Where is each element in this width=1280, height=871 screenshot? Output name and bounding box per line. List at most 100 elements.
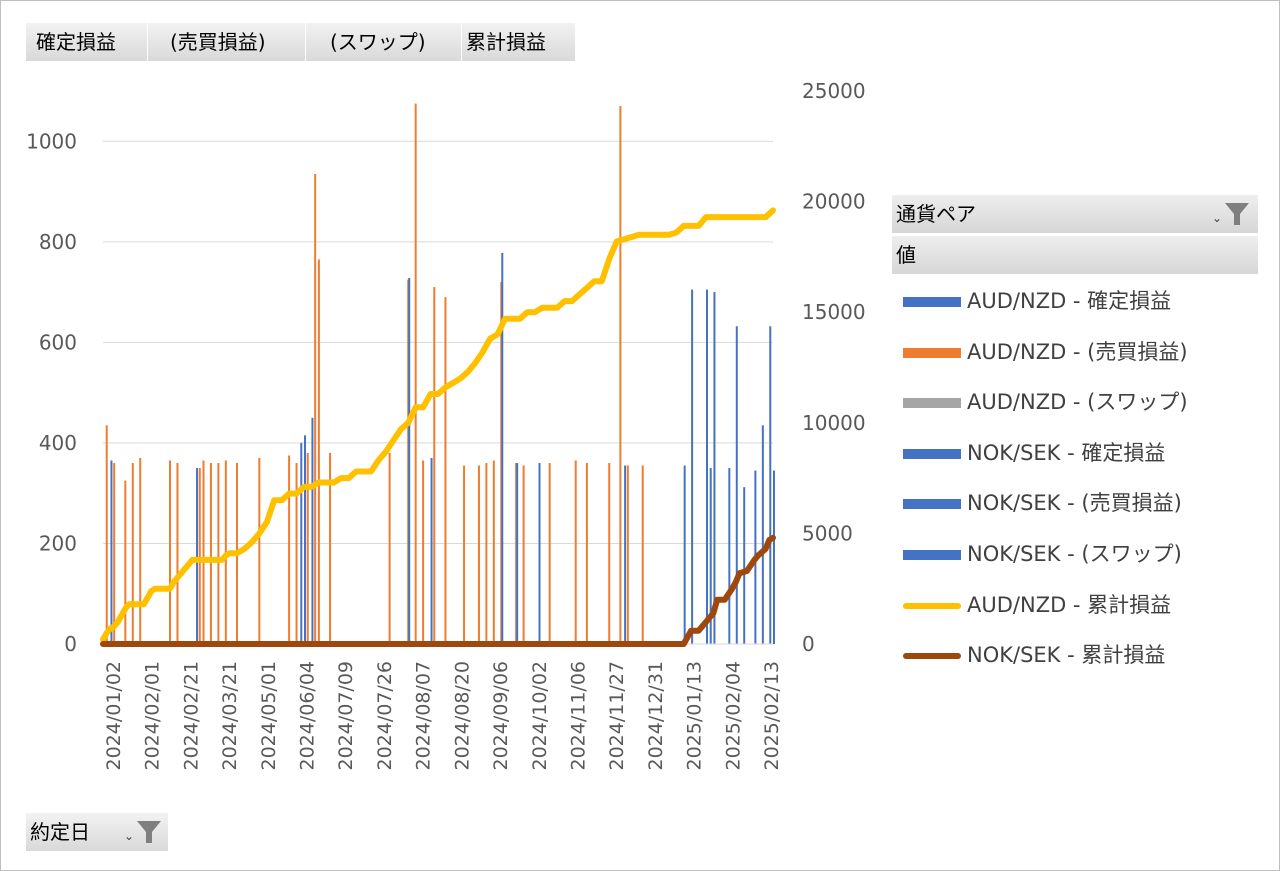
bar-aud-nzd [217, 463, 220, 644]
bar-nok-sek [706, 289, 708, 644]
legend-item-label: AUD/NZD - (売買損益) [967, 339, 1188, 364]
y-left-tick-label: 1000 [26, 129, 77, 153]
bar-aud-nzd [626, 465, 629, 644]
bar-aud-nzd [485, 463, 488, 644]
legend-item-label: AUD/NZD - 確定損益 [967, 289, 1172, 313]
legend-values-label: 値 [896, 243, 916, 267]
y-left-tick-label: 400 [39, 431, 77, 455]
legend-bar-swatch [903, 550, 961, 560]
legend-item-label: AUD/NZD - 累計損益 [967, 592, 1172, 617]
dropdown-arrow-icon: ⌄ [1212, 211, 1223, 225]
bar-aud-nzd [608, 463, 611, 644]
bar-aud-nzd [314, 173, 317, 644]
y-right-tick-label: 25000 [802, 79, 866, 103]
bar-aud-nzd [202, 460, 205, 644]
field-button-swap[interactable]: (スワップ) [306, 23, 462, 61]
bar-nok-sek [743, 487, 746, 644]
x-tick-label: 2024/11/06 [567, 661, 589, 771]
bar-nok-sek [196, 468, 199, 644]
combo-chart: 0200400600800100005000100001500020000250… [26, 79, 866, 771]
x-tick-label: 2024/01/02 [103, 661, 125, 771]
bar-nok-sek [304, 435, 306, 644]
bar-aud-nzd [139, 457, 142, 644]
bar-aud-nzd [422, 460, 425, 644]
filter-funnel-icon[interactable] [136, 819, 162, 845]
bar-aud-nzd [492, 460, 495, 644]
y-right-tick-label: 15000 [802, 300, 866, 324]
y-left-tick-label: 0 [64, 632, 77, 656]
bar-aud-nzd [317, 259, 320, 644]
legend-values-header: 値 [892, 236, 1258, 274]
legend-item-label: AUD/NZD - (スワップ) [967, 390, 1188, 415]
bar-aud-nzd [414, 103, 417, 645]
legend-bar-swatch [903, 448, 961, 459]
legend-field-header[interactable]: 通貨ペア ⌄ [892, 195, 1258, 233]
bar-aud-nzd [522, 465, 525, 644]
legend-bar-swatch [903, 499, 961, 510]
x-tick-label: 2024/08/07 [413, 661, 435, 771]
y-left-tick-label: 200 [39, 531, 77, 555]
bar-nok-sek [709, 468, 712, 644]
bar-nok-sek [713, 292, 716, 644]
bar-nok-sek [624, 465, 627, 644]
x-tick-label: 2024/05/01 [258, 661, 280, 771]
legend-field-label: 通貨ペア [896, 202, 976, 226]
x-tick-label: 2024/09/06 [490, 661, 512, 771]
date-filter-button[interactable]: 約定日 ⌄ [26, 813, 169, 851]
bar-nok-sek [430, 457, 433, 644]
bar-nok-sek [735, 326, 738, 644]
bar-nok-sek [773, 470, 775, 644]
bar-aud-nzd [548, 463, 551, 644]
dropdown-arrow-icon: ⌄ [124, 829, 135, 843]
field-button-kakutei[interactable]: 確定損益 [26, 23, 148, 61]
y-left-tick-label: 600 [39, 330, 77, 354]
field-button-baibai[interactable]: (売買損益) [148, 23, 306, 61]
bar-aud-nzd [306, 452, 309, 644]
bar-aud-nzd [463, 465, 466, 644]
date-filter-label: 約定日 [30, 820, 90, 844]
x-tick-label: 2025/02/13 [761, 661, 783, 771]
bar-nok-sek [691, 289, 694, 644]
bar-aud-nzd [105, 425, 108, 644]
x-tick-label: 2024/08/20 [451, 661, 473, 771]
legend-item-label: NOK/SEK - 確定損益 [967, 440, 1166, 465]
bar-nok-sek [516, 463, 519, 644]
legend-line-swatch [903, 602, 961, 609]
bar-nok-sek [769, 326, 772, 644]
y-right-tick-label: 10000 [802, 411, 866, 435]
bar-aud-nzd [641, 465, 644, 644]
y-right-tick-label: 20000 [802, 190, 866, 214]
bar-aud-nzd [619, 106, 622, 645]
series-line-aud-nzd-cumulative [100, 207, 776, 643]
legend-line-swatch [903, 653, 961, 660]
x-tick-label: 2024/10/02 [529, 661, 551, 771]
filter-funnel-icon[interactable] [1224, 201, 1250, 227]
bar-aud-nzd [198, 468, 201, 644]
legend-bar-swatch [903, 398, 961, 409]
legend-bar-swatch [903, 297, 961, 307]
bar-aud-nzd [131, 463, 134, 644]
y-right-tick-label: 5000 [802, 521, 853, 545]
bar-aud-nzd [113, 463, 116, 644]
legend-bar-swatch [903, 347, 961, 358]
legend-item-label: NOK/SEK - (売買損益) [967, 491, 1182, 516]
bar-nok-sek [538, 463, 541, 644]
x-tick-label: 2024/07/09 [335, 661, 357, 771]
bar-nok-sek [110, 460, 113, 644]
bar-aud-nzd [295, 463, 298, 644]
x-tick-label: 2024/02/01 [142, 661, 164, 771]
series-line-nok-sek-cumulative [100, 534, 776, 647]
bar-nok-sek [728, 468, 731, 644]
legend-item-label: NOK/SEK - 累計損益 [967, 643, 1166, 668]
bar-nok-sek [761, 425, 764, 644]
bar-nok-sek [683, 465, 686, 644]
field-button-ruikei[interactable]: 累計損益 [462, 23, 576, 61]
bar-nok-sek [408, 278, 411, 644]
bar-aud-nzd [124, 480, 127, 644]
x-tick-label: 2024/07/26 [374, 661, 396, 771]
bar-aud-nzd [169, 460, 171, 644]
bar-aud-nzd [209, 463, 212, 644]
x-tick-label: 2025/02/04 [722, 661, 744, 771]
y-left-tick-label: 800 [39, 230, 77, 254]
